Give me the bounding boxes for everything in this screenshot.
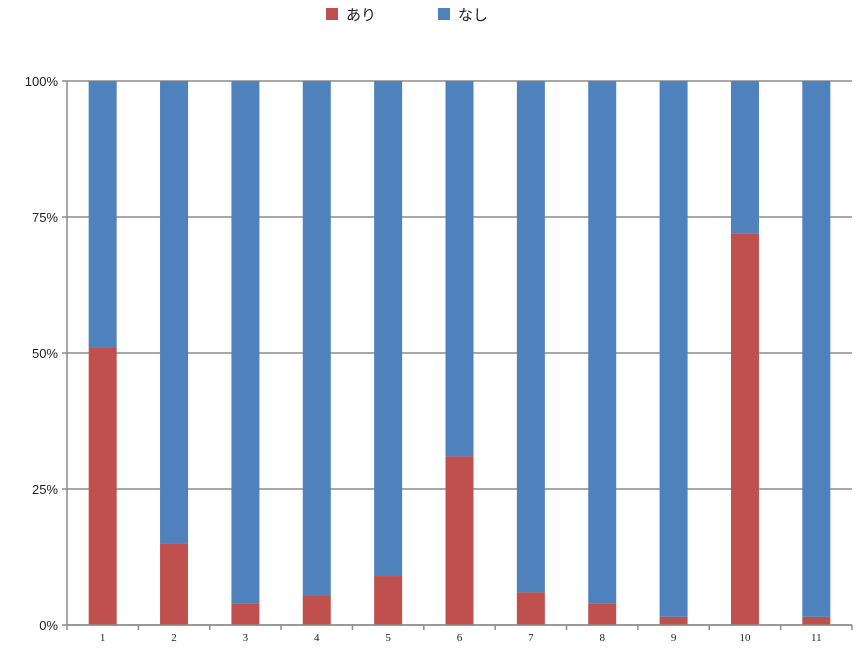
bar-nashi-2 xyxy=(160,81,189,544)
bar-ari-7 xyxy=(516,592,545,625)
legend-swatch-ari xyxy=(326,8,338,20)
bar-ari-4 xyxy=(302,595,331,625)
bar-nashi-8 xyxy=(588,81,617,604)
legend-swatch-nashi xyxy=(438,8,450,20)
axes xyxy=(66,81,853,630)
bar-ari-2 xyxy=(160,543,189,625)
y-tick-labels: 0% 25% 50% 75% 100% xyxy=(25,74,59,633)
bar-nashi-11 xyxy=(802,81,831,617)
x-tick-labels: 1 2 3 4 5 6 7 8 9 10 11 xyxy=(100,632,822,644)
bars xyxy=(88,81,831,625)
bar-nashi-4 xyxy=(302,81,331,596)
x-tick-label: 11 xyxy=(811,632,822,644)
y-tick-label: 50% xyxy=(32,346,58,361)
x-tick-label: 9 xyxy=(671,632,677,644)
x-tick-label: 8 xyxy=(599,632,605,644)
bar-ari-5 xyxy=(374,576,403,625)
y-tick-label: 100% xyxy=(25,74,59,89)
x-tick-label: 10 xyxy=(739,632,751,644)
bar-nashi-1 xyxy=(88,81,117,348)
bar-ari-10 xyxy=(730,233,759,625)
x-tick-label: 6 xyxy=(457,632,463,644)
x-tick-label: 4 xyxy=(314,632,320,644)
x-tick-label: 5 xyxy=(385,632,391,644)
legend-label-ari: あり xyxy=(346,6,376,24)
legend: あり なし xyxy=(326,6,488,24)
y-tick-label: 75% xyxy=(32,210,58,225)
bar-nashi-9 xyxy=(659,81,688,617)
bar-nashi-5 xyxy=(374,81,403,577)
bar-ari-8 xyxy=(588,603,617,625)
bar-ari-1 xyxy=(88,347,117,625)
x-tick-label: 7 xyxy=(528,632,534,644)
bar-nashi-10 xyxy=(730,81,759,234)
x-tick-label: 3 xyxy=(243,632,249,644)
bar-nashi-6 xyxy=(445,81,474,457)
bar-nashi-7 xyxy=(516,81,545,593)
y-tick-label: 25% xyxy=(32,482,58,497)
bar-ari-3 xyxy=(231,603,260,625)
bar-ari-11 xyxy=(802,616,831,625)
bar-nashi-3 xyxy=(231,81,260,604)
x-tick-label: 2 xyxy=(171,632,177,644)
legend-label-nashi: なし xyxy=(458,6,488,24)
bar-ari-9 xyxy=(659,616,688,625)
x-tick-label: 1 xyxy=(100,632,106,644)
y-tick-label: 0% xyxy=(39,618,58,633)
bar-ari-6 xyxy=(445,456,474,625)
